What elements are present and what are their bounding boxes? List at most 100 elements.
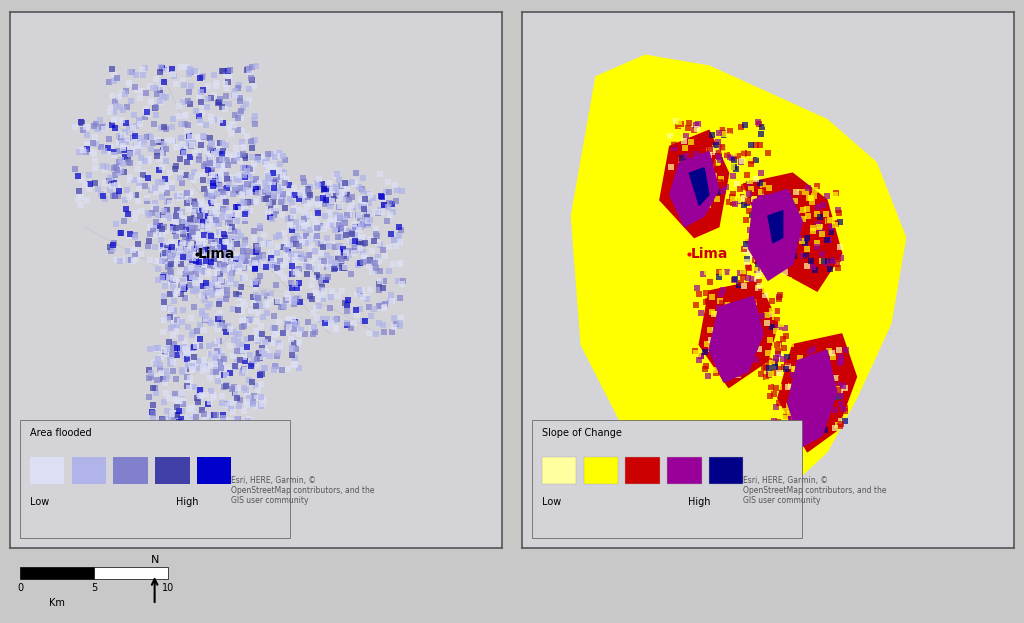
Point: [393, 224, 410, 234]
Point: [182, 132, 199, 142]
Point: [242, 69, 258, 79]
Point: [160, 262, 176, 272]
Point: [132, 206, 148, 216]
Point: [286, 324, 302, 334]
Point: [293, 190, 309, 200]
Point: [786, 196, 803, 206]
Point: [229, 209, 246, 219]
Point: [234, 163, 251, 173]
Point: [783, 339, 800, 349]
Point: [677, 184, 693, 194]
Point: [193, 268, 209, 278]
Point: [205, 389, 221, 399]
Point: [102, 141, 119, 151]
Point: [229, 125, 246, 135]
Point: [723, 197, 739, 207]
Point: [250, 293, 266, 303]
Point: [783, 312, 800, 322]
Point: [803, 383, 819, 392]
Point: [272, 255, 289, 265]
Point: [269, 297, 286, 307]
Point: [795, 374, 811, 384]
Point: [254, 239, 270, 249]
Point: [175, 214, 191, 224]
Point: [336, 187, 352, 197]
Point: [262, 290, 279, 300]
Point: [175, 76, 191, 86]
Point: [166, 340, 182, 350]
Point: [230, 175, 247, 185]
Point: [179, 247, 196, 257]
Point: [209, 336, 225, 346]
Point: [691, 288, 708, 298]
Point: [189, 231, 206, 241]
Point: [779, 214, 796, 224]
Point: [193, 275, 209, 285]
Point: [181, 202, 198, 212]
Point: [328, 258, 344, 268]
Point: [259, 159, 275, 169]
Point: [339, 300, 355, 310]
Point: [177, 343, 194, 353]
Point: [220, 278, 237, 288]
Point: [86, 121, 102, 131]
Point: [387, 242, 403, 252]
Point: [172, 244, 188, 254]
Point: [224, 244, 241, 254]
Point: [268, 203, 285, 213]
Point: [215, 383, 231, 392]
Point: [274, 302, 291, 312]
Point: [217, 79, 233, 89]
Point: [213, 433, 229, 443]
Point: [726, 163, 742, 173]
Point: [292, 297, 308, 307]
Point: [206, 189, 222, 199]
Point: [328, 210, 344, 220]
Point: [833, 385, 849, 395]
Point: [822, 377, 839, 387]
Point: [821, 264, 838, 273]
Point: [195, 361, 211, 371]
Point: [180, 361, 197, 371]
Point: [351, 259, 368, 269]
Point: [217, 321, 233, 331]
Point: [126, 130, 142, 140]
Point: [187, 199, 204, 209]
Point: [187, 242, 204, 252]
Point: [275, 189, 292, 199]
Point: [160, 181, 176, 191]
Point: [212, 156, 228, 166]
Point: [152, 221, 168, 231]
Point: [210, 288, 226, 298]
Point: [158, 374, 174, 384]
Point: [140, 156, 157, 166]
Point: [371, 257, 387, 267]
Point: [285, 314, 301, 324]
Point: [687, 194, 703, 204]
Point: [261, 181, 278, 191]
Point: [699, 164, 716, 174]
Point: [740, 328, 757, 338]
Point: [229, 393, 246, 403]
Point: [389, 235, 406, 245]
Point: [696, 364, 713, 374]
Point: [241, 375, 257, 385]
Point: [373, 191, 389, 201]
Point: [194, 404, 210, 414]
Point: [265, 323, 282, 333]
Point: [223, 273, 240, 283]
Point: [769, 374, 785, 384]
Point: [239, 388, 255, 397]
Point: [200, 223, 216, 233]
Point: [743, 135, 760, 145]
Point: [196, 355, 212, 365]
Point: [268, 206, 285, 216]
Point: [788, 209, 805, 219]
Point: [368, 263, 384, 273]
Point: [270, 348, 287, 358]
Point: [292, 190, 308, 200]
Point: [250, 260, 266, 270]
Point: [147, 383, 164, 393]
Point: [196, 161, 212, 171]
Text: Esri, HERE, Garmin, ©
OpenStreetMap contributors, and the
GIS user community: Esri, HERE, Garmin, © OpenStreetMap cont…: [231, 475, 375, 505]
